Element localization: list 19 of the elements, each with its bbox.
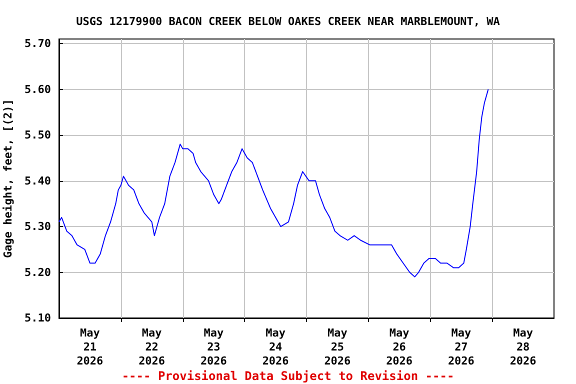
y-tick-label: 5.60 [24, 82, 51, 96]
x-tick-label: May 23 2026 [200, 326, 228, 368]
line-series [58, 88, 489, 278]
chart-title: USGS 12179900 BACON CREEK BELOW OAKES CREEK NEAR MARBLEMOUNT, WA [76, 15, 500, 28]
y-tick-label: 5.70 [24, 37, 51, 50]
y-tick-label: 5.40 [24, 174, 51, 188]
y-tick-label: 5.50 [24, 128, 51, 142]
x-tick-label: May 28 2026 [510, 326, 537, 368]
x-tick-label: May 22 2026 [138, 326, 166, 368]
y-tick-label: 5.20 [24, 266, 51, 279]
text: ---- Provisional Data Subject to Revision ---- [122, 369, 454, 383]
x-tick-label: May 24 2026 [262, 326, 290, 368]
x-tick-label: May 25 2026 [324, 326, 352, 368]
x-tick-label: May 26 2026 [386, 326, 413, 368]
y-tick-label: 5.10 [24, 312, 51, 324]
y-tick-label: 5.30 [24, 220, 51, 234]
y-axis-title: Gage height, feet, [(2)] [2, 99, 15, 258]
x-tick-label: May 21 2026 [76, 326, 104, 368]
x-tick-label: May 27 2026 [448, 326, 475, 368]
